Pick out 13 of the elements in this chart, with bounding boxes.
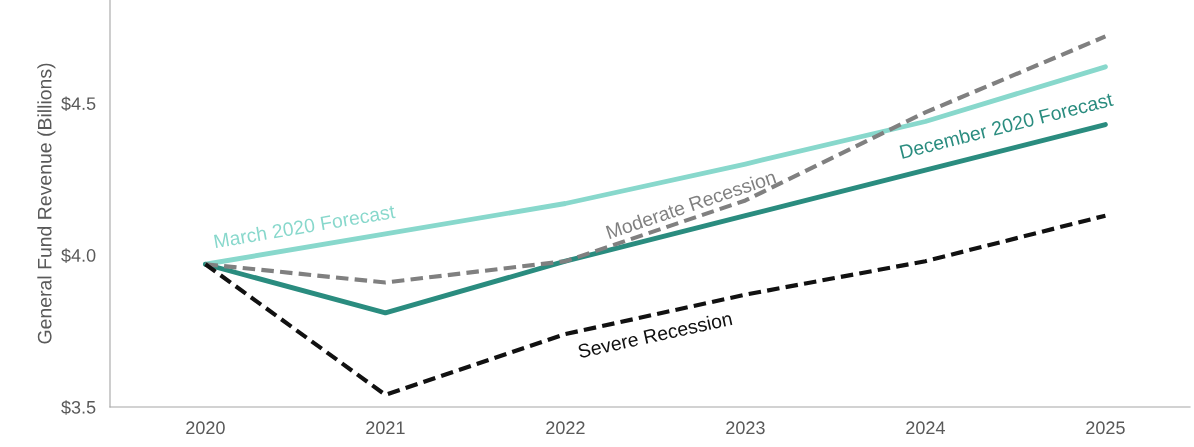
x-tick-label: 2021: [366, 421, 405, 435]
text: March 2020 Forecast: [213, 203, 396, 249]
x-tick-label: 2022: [546, 421, 585, 435]
text: December 2020 Forecast: [899, 91, 1114, 159]
y-tick-label: $4.5: [61, 96, 96, 112]
x-tick-label: 2024: [906, 421, 945, 435]
text: Severe Recession: [577, 311, 733, 359]
y-tick-label: $3.5: [61, 400, 96, 415]
x-tick-label: 2025: [1086, 421, 1125, 435]
y-axis-title: General Fund Revenue (Billions): [37, 63, 56, 344]
y-tick-label: $4.0: [61, 248, 96, 263]
x-tick-label: 2020: [186, 421, 225, 435]
x-tick-label: 2023: [726, 421, 765, 435]
